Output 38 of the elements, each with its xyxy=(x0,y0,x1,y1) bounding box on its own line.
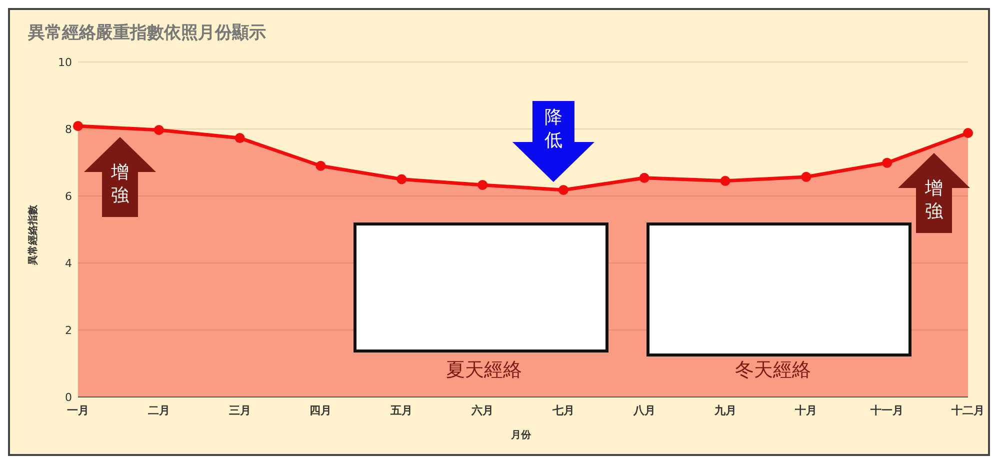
annotation: 夏天經絡 xyxy=(446,359,522,381)
y-tick-label: 10 xyxy=(58,56,72,69)
point xyxy=(558,184,568,195)
point xyxy=(720,176,730,186)
y-tick-label: 8 xyxy=(65,123,72,136)
x-tick-label: 十二月 xyxy=(950,404,984,417)
x-axis-title: 月份 xyxy=(510,429,532,441)
chart-title: 異常經絡嚴重指數依照月份顯示 xyxy=(27,23,266,43)
y-axis-title: 異常經絡指數 xyxy=(27,204,39,266)
y-tick-label: 2 xyxy=(65,324,72,337)
annotation: 冬天經絡 xyxy=(735,359,811,381)
x-tick-label: 八月 xyxy=(632,404,656,417)
y-tick-label: 6 xyxy=(65,190,72,203)
x-tick-label: 一月 xyxy=(67,404,89,417)
annotation: 增強 xyxy=(924,178,943,222)
point xyxy=(316,160,326,171)
x-tick-label: 十月 xyxy=(794,404,818,417)
x-tick-label: 六月 xyxy=(470,404,494,417)
point xyxy=(154,125,164,136)
point xyxy=(396,174,407,184)
x-tick-label: 四月 xyxy=(310,404,332,417)
point xyxy=(234,133,245,144)
point xyxy=(963,128,973,138)
point xyxy=(478,180,488,190)
point xyxy=(882,158,892,168)
x-tick-label: 三月 xyxy=(228,404,251,417)
x-tick-label: 五月 xyxy=(390,404,413,417)
point xyxy=(801,172,812,182)
y-tick-label: 0 xyxy=(65,391,72,404)
x-tick-label: 九月 xyxy=(713,404,736,417)
annotation: 增強 xyxy=(110,162,129,206)
point xyxy=(73,120,83,131)
point xyxy=(639,172,650,183)
x-tick-label: 二月 xyxy=(148,404,170,417)
x-tick-label: 七月 xyxy=(551,404,574,417)
x-tick-label: 十一月 xyxy=(870,404,904,417)
annotation: 降低 xyxy=(544,106,562,151)
y-tick-label: 4 xyxy=(65,257,72,270)
